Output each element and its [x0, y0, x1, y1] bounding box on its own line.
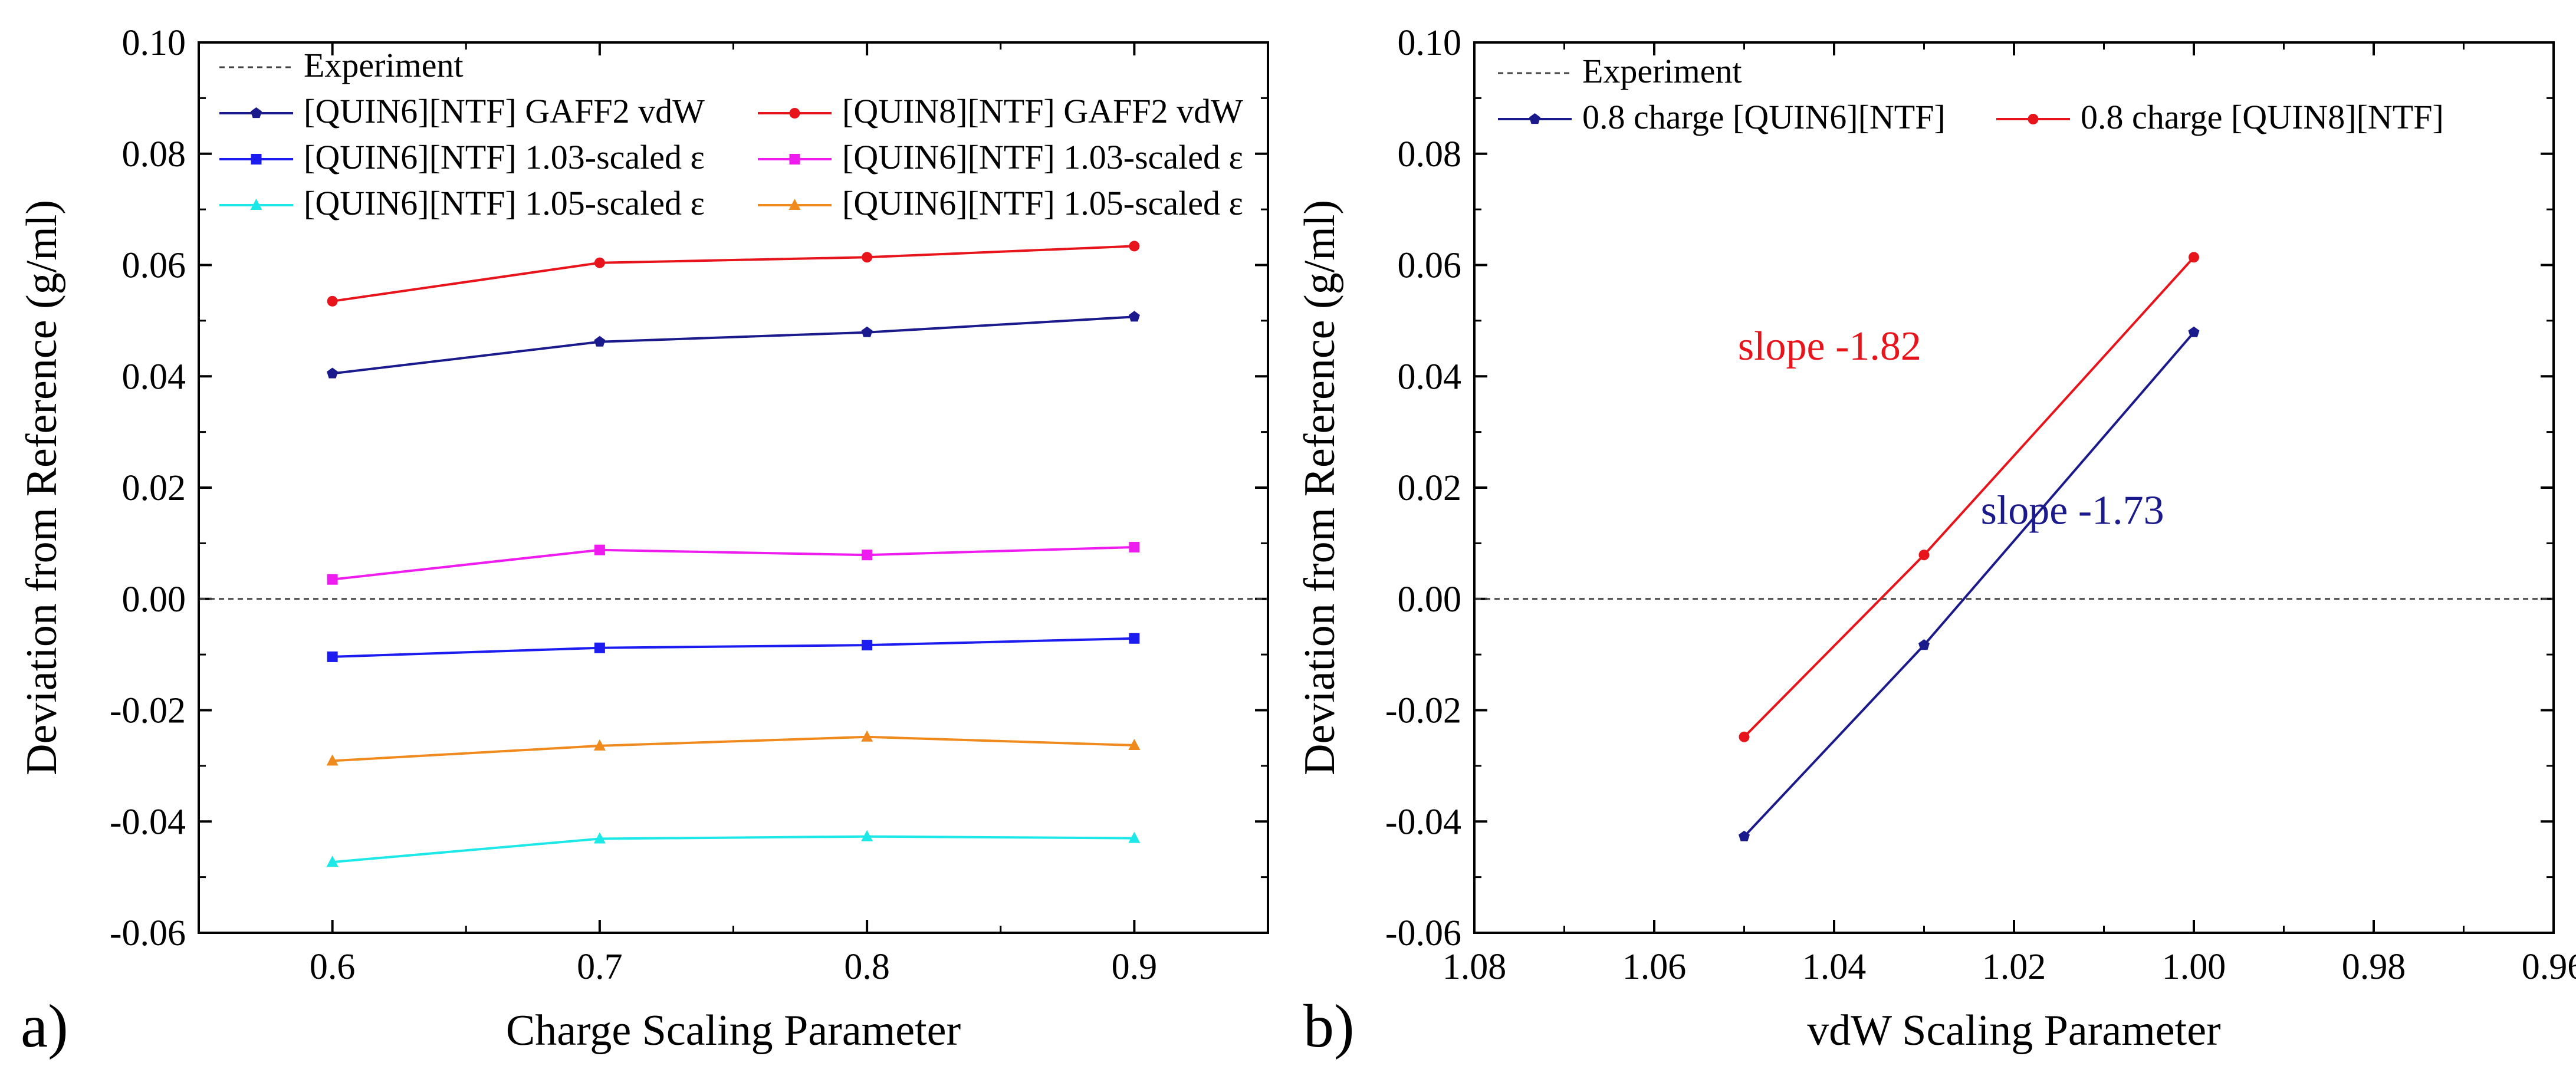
- series-2-point: [327, 295, 338, 307]
- series-4-point: [327, 574, 338, 585]
- panel-label: b): [1303, 992, 1355, 1060]
- legend-label-series-4: [QUIN6][NTF] 1.03-scaled ε: [842, 138, 1243, 176]
- legend-label-series-2: [QUIN8][NTF] GAFF2 vdW: [842, 92, 1243, 130]
- series-2-point: [862, 252, 873, 263]
- y-tick-label: -0.04: [110, 802, 186, 842]
- x-tick-label: 1.00: [2162, 947, 2226, 987]
- series-1-point: [594, 335, 606, 347]
- series-4-point: [594, 544, 605, 555]
- y-tick-label: 0.10: [122, 23, 186, 63]
- legend-marker-series-6: [788, 199, 801, 210]
- x-axis-title: vdW Scaling Parameter: [1807, 1006, 2220, 1055]
- x-tick-label: 0.6: [310, 947, 356, 987]
- series-2-point: [594, 257, 605, 268]
- series-1-point: [2188, 326, 2200, 337]
- legend-marker-series-4: [789, 154, 800, 165]
- legend-label-series-1: 0.8 charge [QUIN6][NTF]: [1582, 98, 1946, 136]
- panel-b-chart: -0.06 -0.04 -0.02 0.00 0.02 0.04 0.06 0.08 0.10 1…: [1296, 23, 2576, 1060]
- x-tick-label: 1.04: [1802, 947, 1867, 987]
- series-line-3: [332, 637, 1135, 658]
- legend-label-series-1: [QUIN6][NTF] GAFF2 vdW: [304, 92, 705, 130]
- panel-label: a): [21, 992, 68, 1060]
- series-6-point: [593, 739, 606, 751]
- series-line-5: [332, 835, 1135, 864]
- y-axis-title: Deviation from Reference (g/ml): [18, 200, 66, 775]
- x-axis-title: Charge Scaling Parameter: [506, 1006, 961, 1055]
- y-tick-label: -0.06: [110, 913, 186, 953]
- y-tick-label: 0.00: [1398, 580, 1462, 620]
- series-5-point: [861, 830, 873, 841]
- slope-annotation-1: slope -1.82: [1738, 324, 1921, 369]
- series-1-point: [861, 326, 873, 337]
- y-tick-label: 0.08: [122, 134, 186, 175]
- series-2-point: [1129, 241, 1140, 252]
- legend-label-series-3: [QUIN6][NTF] 1.03-scaled ε: [304, 138, 705, 176]
- series-2-point: [1918, 550, 1930, 561]
- legend-label-series-6: [QUIN6][NTF] 1.05-scaled ε: [842, 184, 1243, 222]
- series-1-point: [1918, 639, 1930, 650]
- y-axis-title: Deviation from Reference (g/ml): [1296, 200, 1344, 775]
- x-tick-label: 0.9: [1112, 947, 1158, 987]
- series-6-point: [326, 754, 339, 766]
- legend-label-experiment: Experiment: [304, 46, 464, 84]
- series-line-2: [332, 245, 1135, 302]
- slope-annotation-2: slope -1.73: [1981, 488, 2164, 533]
- series-2-point: [1739, 731, 1750, 742]
- series-2-point: [2189, 252, 2199, 263]
- x-tick-label: 1.06: [1622, 947, 1687, 987]
- legend-marker-series-1: [1529, 113, 1540, 124]
- series-3-point: [862, 640, 873, 651]
- series-line-1: [1743, 331, 2195, 838]
- series-4-point: [862, 550, 873, 561]
- y-tick-label: -0.02: [1385, 691, 1461, 731]
- legend-label-series-2: 0.8 charge [QUIN8][NTF]: [2081, 98, 2444, 136]
- y-tick-label: 0.02: [122, 468, 186, 508]
- x-tick-label: 0.7: [577, 947, 623, 987]
- x-tick-label: 1.02: [1982, 947, 2046, 987]
- series-1-point: [1128, 311, 1140, 322]
- series-3-point: [594, 642, 605, 653]
- legend-marker-series-1: [251, 107, 262, 119]
- series-1-point: [1739, 830, 1750, 841]
- series-5-point: [326, 856, 339, 867]
- x-tick-label: 0.8: [844, 947, 890, 987]
- legend-label-experiment: Experiment: [1582, 52, 1742, 90]
- panel-a-chart: -0.06 -0.04 -0.02 0.00 0.02 0.04 0.06 0.08 0.10 0…: [18, 23, 1269, 1060]
- y-tick-label: 0.04: [1398, 357, 1462, 397]
- legend-marker-series-2: [2028, 114, 2039, 124]
- legend-marker-series-3: [251, 154, 262, 165]
- series-line-4: [332, 546, 1135, 581]
- series-6-point: [1128, 738, 1141, 750]
- series-5-point: [1128, 831, 1141, 843]
- y-tick-label: 0.06: [1398, 246, 1462, 286]
- series-6-point: [861, 730, 873, 742]
- series-5-point: [593, 832, 606, 844]
- x-tick-label: 1.08: [1443, 947, 1507, 987]
- x-tick-label: 0.96: [2522, 947, 2576, 987]
- series-3-point: [327, 651, 338, 662]
- legend-marker-series-5: [250, 199, 262, 210]
- y-tick-label: 0.08: [1398, 134, 1462, 175]
- y-tick-label: 0.00: [122, 580, 186, 620]
- series-line-1: [332, 315, 1135, 375]
- series-line-6: [332, 735, 1135, 762]
- y-tick-label: 0.06: [122, 246, 186, 286]
- y-tick-label: 0.10: [1398, 23, 1462, 63]
- y-tick-label: -0.06: [1385, 913, 1461, 953]
- series-4-point: [1129, 541, 1140, 552]
- y-tick-label: -0.02: [110, 691, 186, 731]
- y-tick-label: 0.02: [1398, 468, 1462, 508]
- legend-label-series-5: [QUIN6][NTF] 1.05-scaled ε: [304, 184, 705, 222]
- series-3-point: [1129, 633, 1140, 644]
- series-1-point: [327, 367, 339, 379]
- legend-marker-series-2: [789, 108, 800, 119]
- x-tick-label: 0.98: [2342, 947, 2406, 987]
- y-tick-label: -0.04: [1385, 802, 1461, 842]
- y-tick-label: 0.04: [122, 357, 186, 397]
